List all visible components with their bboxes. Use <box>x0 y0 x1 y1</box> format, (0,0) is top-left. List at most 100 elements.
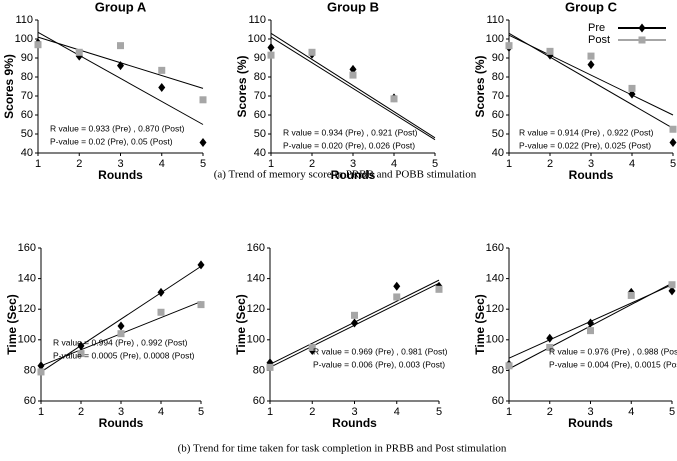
point <box>197 260 205 270</box>
y-tick-label: 110 <box>486 14 504 26</box>
point <box>158 82 166 92</box>
x-tick-label: 5 <box>669 406 675 418</box>
x-axis-label: Rounds <box>331 168 376 182</box>
y-tick-label: 90 <box>492 52 504 64</box>
y-tick-label: 80 <box>21 71 33 83</box>
caption: (b) Trend for time taken for task comple… <box>178 443 507 455</box>
y-tick-label: 40 <box>254 147 266 159</box>
x-tick-label: 4 <box>158 406 164 418</box>
trend-line <box>270 36 436 141</box>
y-tick-label: 160 <box>18 242 36 254</box>
point <box>390 95 398 103</box>
x-tick-label: 2 <box>547 406 553 418</box>
x-tick-label: 3 <box>118 406 124 418</box>
annotation: R value = 0.976 (Pre) , 0.988 (Post) <box>549 346 677 356</box>
y-axis-label: Scores (%) <box>235 55 249 117</box>
point <box>393 281 401 291</box>
x-tick-label: 1 <box>38 406 44 418</box>
trend-line <box>270 32 436 139</box>
y-tick-label: 140 <box>486 273 504 285</box>
point <box>308 343 316 351</box>
annotation: P-value = 0.02 (Pre), 0.05 (Post) <box>50 136 173 146</box>
y-tick-label: 160 <box>247 242 265 254</box>
point <box>117 321 125 331</box>
x-axis-label: Rounds <box>332 416 377 430</box>
y-tick-label: 120 <box>486 303 504 315</box>
annotation: R value = 0.914 (Pre) , 0.922 (Post) <box>519 127 654 137</box>
x-tick-label: 4 <box>394 406 400 418</box>
x-tick-label: 4 <box>628 406 634 418</box>
x-tick-label: 3 <box>351 406 357 418</box>
x-tick-label: 5 <box>432 158 438 170</box>
y-axis-label: Time (Sec) <box>473 294 487 354</box>
y-tick-label: 120 <box>18 303 36 315</box>
chart-title: Group C <box>565 0 618 14</box>
y-tick-label: 100 <box>248 33 266 45</box>
subplot: 60 80 100 120 140 160 1 2 3 4 5 Rounds Time (Sec) R v… <box>5 242 205 430</box>
x-tick-label: 2 <box>309 406 315 418</box>
point <box>37 368 45 376</box>
point <box>77 350 85 358</box>
y-tick-label: 100 <box>18 334 36 346</box>
x-axis-label: Rounds <box>99 416 144 430</box>
point <box>158 66 166 74</box>
x-tick-label: 1 <box>267 406 273 418</box>
y-tick-label: 60 <box>254 109 266 121</box>
y-tick-label: 40 <box>21 147 33 159</box>
y-tick-label: 100 <box>15 33 33 45</box>
y-tick-label: 60 <box>21 109 33 121</box>
point <box>435 285 443 293</box>
y-tick-label: 100 <box>486 33 504 45</box>
annotation: R value = 0.934 (Pre) , 0.921 (Post) <box>283 127 418 137</box>
y-tick-label: 80 <box>492 71 504 83</box>
point <box>546 343 554 351</box>
x-tick-label: 2 <box>78 406 84 418</box>
point <box>505 362 513 370</box>
legend-marker <box>638 36 646 44</box>
y-tick-label: 60 <box>492 395 504 407</box>
point <box>627 291 635 299</box>
trend-line <box>508 34 674 116</box>
point <box>587 60 595 70</box>
point <box>351 311 358 319</box>
y-axis-label: Scores (%) <box>473 55 487 117</box>
x-tick-label: 1 <box>35 158 41 170</box>
x-tick-label: 5 <box>200 158 206 170</box>
x-tick-label: 1 <box>506 158 512 170</box>
annotation: R value = 0.994 (Pre) , 0.992 (Post) <box>53 337 188 347</box>
point <box>267 51 275 59</box>
y-tick-label: 110 <box>15 14 33 26</box>
chart-title: Group A <box>95 0 147 14</box>
x-tick-label: 5 <box>436 406 442 418</box>
chart-title: Group B <box>327 0 379 14</box>
point <box>349 71 357 79</box>
x-tick-label: 1 <box>268 158 274 170</box>
point <box>77 341 85 351</box>
subplot: 60 80 100 120 140 160 1 2 3 4 5 Rounds Time (Sec) R v… <box>234 242 447 430</box>
y-tick-label: 70 <box>254 90 266 102</box>
annotation: P-value = 0.022 (Pre), 0.025 (Post) <box>519 140 651 150</box>
point <box>197 301 205 309</box>
trend-line <box>508 32 674 129</box>
annotation: P-value = 0.020 (Pre), 0.026 (Post) <box>283 140 415 150</box>
point <box>628 84 636 92</box>
point <box>669 138 677 148</box>
y-tick-label: 80 <box>254 71 266 83</box>
y-tick-label: 90 <box>254 52 266 64</box>
point <box>669 125 677 133</box>
legend-marker <box>638 23 646 33</box>
point <box>157 287 165 297</box>
trend-line <box>40 265 202 373</box>
annotation: P-value = 0.004 (Pre), 0.0015 (Post) <box>549 359 677 369</box>
point <box>351 318 358 328</box>
point <box>505 42 513 50</box>
x-axis-label: Rounds <box>98 168 143 182</box>
x-tick-label: 4 <box>391 158 397 170</box>
x-tick-label: 4 <box>629 158 635 170</box>
x-tick-label: 2 <box>309 158 315 170</box>
legend-label: Post <box>588 34 610 46</box>
point <box>117 330 125 338</box>
y-axis-label: Scores 9%) <box>2 54 16 119</box>
y-tick-label: 70 <box>21 90 33 102</box>
point <box>668 286 676 296</box>
